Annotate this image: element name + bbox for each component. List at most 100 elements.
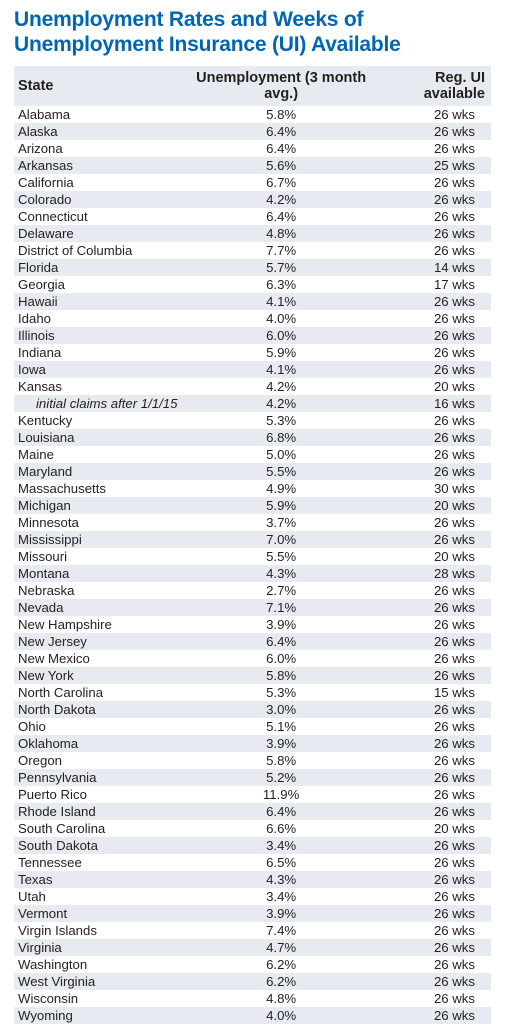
cell-ui: 26 wks bbox=[372, 718, 491, 735]
table-row: Hawaii4.1%26 wks bbox=[14, 293, 491, 310]
table-row: Nebraska2.7%26 wks bbox=[14, 582, 491, 599]
col-header-ui: Reg. UI available bbox=[372, 66, 491, 106]
cell-ui: 26 wks bbox=[372, 361, 491, 378]
cell-ui: 26 wks bbox=[372, 446, 491, 463]
cell-ui: 25 wks bbox=[372, 157, 491, 174]
cell-unemployment: 5.7% bbox=[190, 259, 371, 276]
cell-unemployment: 5.9% bbox=[190, 497, 371, 514]
cell-unemployment: 5.6% bbox=[190, 157, 371, 174]
cell-ui: 20 wks bbox=[372, 820, 491, 837]
cell-ui: 26 wks bbox=[372, 922, 491, 939]
cell-unemployment: 3.9% bbox=[190, 735, 371, 752]
cell-ui: 26 wks bbox=[372, 514, 491, 531]
cell-state: Rhode Island bbox=[14, 803, 190, 820]
col-header-unemployment: Unemployment (3 month avg.) bbox=[190, 66, 371, 106]
cell-state: Arkansas bbox=[14, 157, 190, 174]
cell-unemployment: 6.0% bbox=[190, 650, 371, 667]
cell-state: Louisiana bbox=[14, 429, 190, 446]
cell-ui: 26 wks bbox=[372, 344, 491, 361]
cell-unemployment: 4.8% bbox=[190, 990, 371, 1007]
col-header-state: State bbox=[14, 66, 190, 106]
table-row: Mississippi7.0%26 wks bbox=[14, 531, 491, 548]
cell-ui: 26 wks bbox=[372, 633, 491, 650]
table-row: Kansas4.2%20 wks bbox=[14, 378, 491, 395]
table-row: Arizona6.4%26 wks bbox=[14, 140, 491, 157]
table-row: Ohio5.1%26 wks bbox=[14, 718, 491, 735]
cell-unemployment: 2.7% bbox=[190, 582, 371, 599]
table-row: Vermont3.9%26 wks bbox=[14, 905, 491, 922]
cell-unemployment: 11.9% bbox=[190, 786, 371, 803]
table-row: Maryland5.5%26 wks bbox=[14, 463, 491, 480]
table-row: Maine5.0%26 wks bbox=[14, 446, 491, 463]
cell-unemployment: 6.4% bbox=[190, 123, 371, 140]
table-row: District of Columbia7.7%26 wks bbox=[14, 242, 491, 259]
cell-ui: 26 wks bbox=[372, 956, 491, 973]
cell-ui: 26 wks bbox=[372, 327, 491, 344]
table-row: Utah3.4%26 wks bbox=[14, 888, 491, 905]
cell-state: Idaho bbox=[14, 310, 190, 327]
table-row: initial claims after 1/1/154.2%16 wks bbox=[14, 395, 491, 412]
cell-unemployment: 4.9% bbox=[190, 480, 371, 497]
cell-unemployment: 5.3% bbox=[190, 684, 371, 701]
table-row: Kentucky5.3%26 wks bbox=[14, 412, 491, 429]
cell-state: Texas bbox=[14, 871, 190, 888]
cell-unemployment: 5.9% bbox=[190, 344, 371, 361]
cell-ui: 16 wks bbox=[372, 395, 491, 412]
table-row: Minnesota3.7%26 wks bbox=[14, 514, 491, 531]
table-row: Virgin Islands7.4%26 wks bbox=[14, 922, 491, 939]
cell-ui: 28 wks bbox=[372, 565, 491, 582]
cell-ui: 26 wks bbox=[372, 140, 491, 157]
table-row: Missouri5.5%20 wks bbox=[14, 548, 491, 565]
cell-unemployment: 3.4% bbox=[190, 888, 371, 905]
table-row: Puerto Rico11.9%26 wks bbox=[14, 786, 491, 803]
table-row: Oregon5.8%26 wks bbox=[14, 752, 491, 769]
cell-state: North Dakota bbox=[14, 701, 190, 718]
table-row: South Dakota3.4%26 wks bbox=[14, 837, 491, 854]
cell-ui: 26 wks bbox=[372, 531, 491, 548]
cell-state: New Hampshire bbox=[14, 616, 190, 633]
cell-unemployment: 3.0% bbox=[190, 701, 371, 718]
cell-ui: 26 wks bbox=[372, 701, 491, 718]
cell-ui: 26 wks bbox=[372, 905, 491, 922]
cell-unemployment: 6.0% bbox=[190, 327, 371, 344]
cell-state: Colorado bbox=[14, 191, 190, 208]
cell-unemployment: 3.9% bbox=[190, 616, 371, 633]
cell-unemployment: 6.4% bbox=[190, 633, 371, 650]
table-row: New York5.8%26 wks bbox=[14, 667, 491, 684]
cell-ui: 26 wks bbox=[372, 803, 491, 820]
unemployment-table: State Unemployment (3 month avg.) Reg. U… bbox=[14, 66, 491, 1024]
table-header: State Unemployment (3 month avg.) Reg. U… bbox=[14, 66, 491, 106]
cell-unemployment: 6.8% bbox=[190, 429, 371, 446]
table-row: Florida5.7%14 wks bbox=[14, 259, 491, 276]
cell-state: Missouri bbox=[14, 548, 190, 565]
cell-state: Virginia bbox=[14, 939, 190, 956]
cell-unemployment: 6.5% bbox=[190, 854, 371, 871]
cell-ui: 26 wks bbox=[372, 123, 491, 140]
cell-state: Maryland bbox=[14, 463, 190, 480]
cell-ui: 26 wks bbox=[372, 1007, 491, 1024]
cell-unemployment: 4.2% bbox=[190, 395, 371, 412]
cell-state: Washington bbox=[14, 956, 190, 973]
cell-state: Michigan bbox=[14, 497, 190, 514]
cell-ui: 17 wks bbox=[372, 276, 491, 293]
cell-state: South Carolina bbox=[14, 820, 190, 837]
cell-state: Oklahoma bbox=[14, 735, 190, 752]
table-row: South Carolina6.6%20 wks bbox=[14, 820, 491, 837]
cell-unemployment: 7.4% bbox=[190, 922, 371, 939]
table-row: New Jersey6.4%26 wks bbox=[14, 633, 491, 650]
page-title: Unemployment Rates and Weeks of Unemploy… bbox=[14, 8, 491, 58]
cell-unemployment: 3.9% bbox=[190, 905, 371, 922]
cell-ui: 26 wks bbox=[372, 191, 491, 208]
cell-state: Hawaii bbox=[14, 293, 190, 310]
table-row: Delaware4.8%26 wks bbox=[14, 225, 491, 242]
cell-ui: 26 wks bbox=[372, 990, 491, 1007]
cell-state: New Mexico bbox=[14, 650, 190, 667]
cell-unemployment: 6.3% bbox=[190, 276, 371, 293]
cell-ui: 26 wks bbox=[372, 871, 491, 888]
cell-unemployment: 4.7% bbox=[190, 939, 371, 956]
cell-unemployment: 6.2% bbox=[190, 956, 371, 973]
cell-state: Puerto Rico bbox=[14, 786, 190, 803]
table-row: Arkansas5.6%25 wks bbox=[14, 157, 491, 174]
cell-state: Connecticut bbox=[14, 208, 190, 225]
page-container: Unemployment Rates and Weeks of Unemploy… bbox=[0, 0, 505, 1036]
